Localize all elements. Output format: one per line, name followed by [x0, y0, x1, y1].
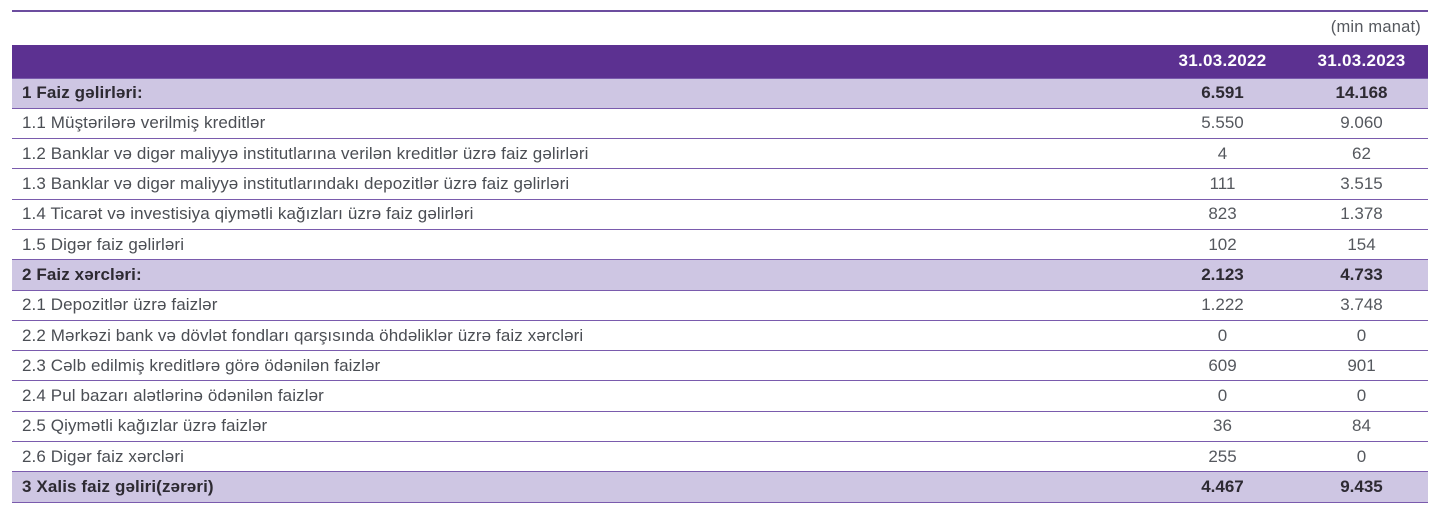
value-2022: 6.591	[1150, 77, 1295, 109]
value-2023: 154	[1295, 229, 1428, 261]
value-2022: 4	[1150, 138, 1295, 170]
value-2022: 823	[1150, 199, 1295, 230]
value-2022: 111	[1150, 168, 1295, 200]
table-row: 1.2 Banklar və digər maliyyə institutlar…	[12, 138, 1428, 170]
row-label: 3 Xalis faiz gəliri(zərəri)	[12, 471, 1150, 503]
header-date-2022: 31.03.2022	[1150, 45, 1295, 78]
row-label: 2.4 Pul bazarı alətlərinə ödənilən faizl…	[12, 380, 1150, 412]
header-date-2023: 31.03.2023	[1295, 45, 1428, 78]
value-2023: 0	[1295, 441, 1428, 473]
table-row: 2.5 Qiymətli kağızlar üzrə faizlər 36 84	[12, 411, 1428, 443]
value-2022: 2.123	[1150, 259, 1295, 291]
header-label-column	[12, 45, 1150, 78]
table-body: 1 Faiz gəlirləri: 6.591 14.168 1.1 Müştə…	[12, 77, 1428, 503]
value-2022: 0	[1150, 380, 1295, 412]
value-2023: 14.168	[1295, 77, 1428, 109]
table-row: 2 Faiz xərcləri: 2.123 4.733	[12, 259, 1428, 291]
row-label: 1.5 Digər faiz gəlirləri	[12, 229, 1150, 261]
value-2023: 9.435	[1295, 471, 1428, 503]
value-2022: 102	[1150, 229, 1295, 261]
value-2022: 255	[1150, 441, 1295, 473]
value-2023: 1.378	[1295, 199, 1428, 230]
table-row: 1.1 Müştərilərə verilmiş kreditlər 5.550…	[12, 108, 1428, 140]
unit-note: (min manat)	[1330, 18, 1421, 36]
row-label: 1.2 Banklar və digər maliyyə institutlar…	[12, 138, 1150, 170]
row-label: 2.5 Qiymətli kağızlar üzrə faizlər	[12, 411, 1150, 443]
table-row: 2.2 Mərkəzi bank və dövlət fondları qarş…	[12, 320, 1428, 352]
value-2022: 1.222	[1150, 290, 1295, 321]
row-label: 1.4 Ticarət və investisiya qiymətli kağı…	[12, 199, 1150, 230]
value-2023: 62	[1295, 138, 1428, 170]
row-label: 1 Faiz gəlirləri:	[12, 77, 1150, 109]
row-label: 2 Faiz xərcləri:	[12, 259, 1150, 291]
table-row: 2.4 Pul bazarı alətlərinə ödənilən faizl…	[12, 380, 1428, 412]
row-label: 2.6 Digər faiz xərcləri	[12, 441, 1150, 473]
table-row: 3 Xalis faiz gəliri(zərəri) 4.467 9.435	[12, 471, 1428, 503]
table-row: 1.3 Banklar və digər maliyyə institutlar…	[12, 168, 1428, 200]
value-2023: 4.733	[1295, 259, 1428, 291]
table-row: 2.3 Cəlb edilmiş kreditlərə görə ödənilə…	[12, 350, 1428, 382]
row-label: 1.3 Banklar və digər maliyyə institutlar…	[12, 168, 1150, 200]
table-row: 2.1 Depozitlər üzrə faizlər 1.222 3.748	[12, 290, 1428, 321]
table-row: 1 Faiz gəlirləri: 6.591 14.168	[12, 77, 1428, 109]
value-2023: 0	[1295, 320, 1428, 352]
row-label: 2.1 Depozitlər üzrə faizlər	[12, 290, 1150, 321]
row-label: 2.2 Mərkəzi bank və dövlət fondları qarş…	[12, 320, 1150, 352]
top-divider-rule	[12, 10, 1428, 12]
value-2023: 901	[1295, 350, 1428, 382]
table-row: 2.6 Digər faiz xərcləri 255 0	[12, 441, 1428, 473]
row-label: 1.1 Müştərilərə verilmiş kreditlər	[12, 108, 1150, 140]
value-2022: 4.467	[1150, 471, 1295, 503]
value-2023: 9.060	[1295, 108, 1428, 140]
value-2023: 0	[1295, 380, 1428, 412]
value-2022: 36	[1150, 411, 1295, 443]
value-2023: 3.748	[1295, 290, 1428, 321]
value-2022: 609	[1150, 350, 1295, 382]
table-header-row: 31.03.2022 31.03.2023	[12, 45, 1428, 78]
interest-income-table: 31.03.2022 31.03.2023 1 Faiz gəlirləri: …	[12, 45, 1428, 503]
table-row: 1.5 Digər faiz gəlirləri 102 154	[12, 229, 1428, 261]
value-2023: 84	[1295, 411, 1428, 443]
table-row: 1.4 Ticarət və investisiya qiymətli kağı…	[12, 199, 1428, 230]
value-2023: 3.515	[1295, 168, 1428, 200]
value-2022: 0	[1150, 320, 1295, 352]
row-label: 2.3 Cəlb edilmiş kreditlərə görə ödənilə…	[12, 350, 1150, 382]
table-header: 31.03.2022 31.03.2023	[12, 45, 1428, 78]
value-2022: 5.550	[1150, 108, 1295, 140]
